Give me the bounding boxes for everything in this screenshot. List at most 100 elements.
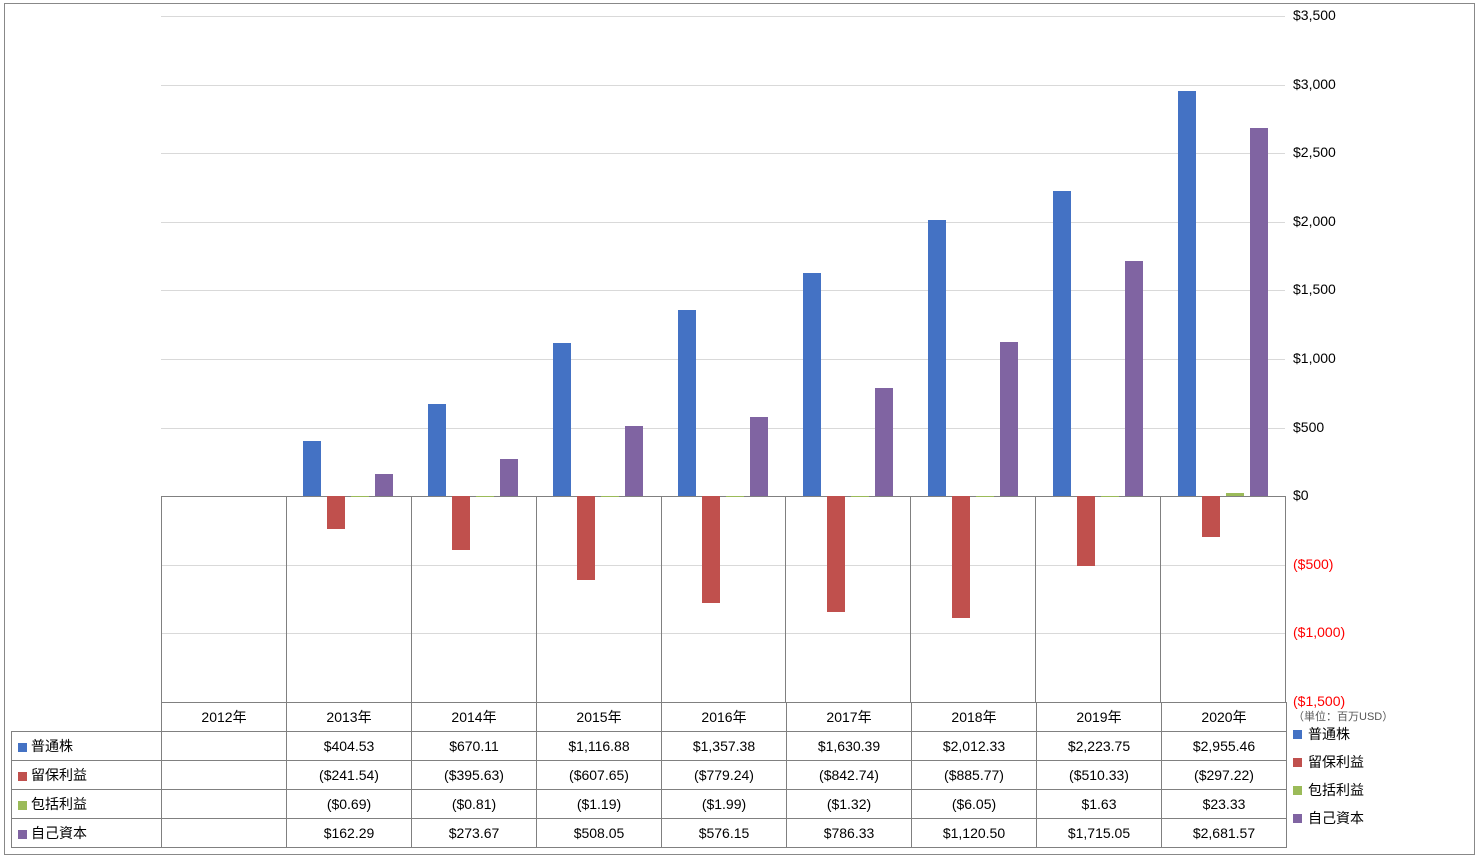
legend-swatch <box>18 801 27 810</box>
y-tick-label: $2,000 <box>1293 213 1336 229</box>
table-cell: ($779.24) <box>662 761 787 790</box>
table-year-header: 2017年 <box>787 703 912 732</box>
legend-label: 自己資本 <box>1308 808 1364 828</box>
table-cell: ($6.05) <box>912 790 1037 819</box>
bar <box>375 474 393 496</box>
table-cell: ($241.54) <box>287 761 412 790</box>
legend-swatch <box>18 772 27 781</box>
table-cell: $1,116.88 <box>537 732 662 761</box>
bar <box>827 496 845 612</box>
bar <box>476 496 494 497</box>
table-corner <box>12 703 162 732</box>
table-cell: ($510.33) <box>1037 761 1162 790</box>
table-cell: ($607.65) <box>537 761 662 790</box>
bar <box>1202 496 1220 537</box>
table-cell: $2,955.46 <box>1162 732 1287 761</box>
table-row: 自己資本$162.29$273.67$508.05$576.15$786.33$… <box>12 819 1287 848</box>
legend-item: 自己資本 <box>1293 808 1364 828</box>
table-cell: $1,630.39 <box>787 732 912 761</box>
table-cell: ($297.22) <box>1162 761 1287 790</box>
legend-swatch <box>18 830 27 839</box>
legend-swatch <box>1293 758 1302 767</box>
legend-label: 留保利益 <box>1308 752 1364 772</box>
y-tick-label: $3,500 <box>1293 7 1336 23</box>
bar <box>1178 91 1196 496</box>
bar <box>452 496 470 550</box>
data-table: 2012年2013年2014年2015年2016年2017年2018年2019年… <box>11 702 1287 848</box>
table-cell: $23.33 <box>1162 790 1287 819</box>
category-divider <box>286 496 287 702</box>
bar <box>851 496 869 497</box>
bar <box>601 496 619 497</box>
gridline <box>161 222 1285 223</box>
gridline <box>161 633 1285 634</box>
table-year-header: 2019年 <box>1037 703 1162 732</box>
category-divider <box>910 496 911 702</box>
legend-swatch <box>1293 786 1302 795</box>
category-divider <box>1160 496 1161 702</box>
series-name: 留保利益 <box>31 767 87 783</box>
table-row: 包括利益($0.69)($0.81)($1.19)($1.99)($1.32)(… <box>12 790 1287 819</box>
gridline <box>161 359 1285 360</box>
bar <box>1226 493 1244 496</box>
table-cell: $1,715.05 <box>1037 819 1162 848</box>
table-cell: $1,120.50 <box>912 819 1037 848</box>
y-tick-label: $1,500 <box>1293 281 1336 297</box>
bar <box>678 310 696 496</box>
table-series-header: 自己資本 <box>12 819 162 848</box>
bar <box>750 417 768 496</box>
table-cell: ($1.19) <box>537 790 662 819</box>
table-cell: $1.63 <box>1037 790 1162 819</box>
legend-item: 包括利益 <box>1293 780 1364 800</box>
table-year-header: 2018年 <box>912 703 1037 732</box>
bar <box>702 496 720 603</box>
table-cell: $508.05 <box>537 819 662 848</box>
table-cell: $670.11 <box>412 732 537 761</box>
bar <box>553 343 571 496</box>
table-year-header: 2012年 <box>162 703 287 732</box>
y-tick-label: $1,000 <box>1293 350 1336 366</box>
bar <box>726 496 744 497</box>
series-name: 自己資本 <box>31 825 87 841</box>
table-cell: ($842.74) <box>787 761 912 790</box>
bar <box>1000 342 1018 496</box>
category-divider <box>536 496 537 702</box>
bar <box>577 496 595 579</box>
table-series-header: 普通株 <box>12 732 162 761</box>
category-divider <box>661 496 662 702</box>
table-cell: ($1.32) <box>787 790 912 819</box>
table-cell: $1,357.38 <box>662 732 787 761</box>
bar <box>625 426 643 496</box>
table-year-header: 2013年 <box>287 703 412 732</box>
table-cell: $576.15 <box>662 819 787 848</box>
bar <box>500 459 518 497</box>
legend-swatch <box>1293 730 1302 739</box>
legend-label: 普通株 <box>1308 724 1350 744</box>
category-divider <box>1285 496 1286 702</box>
unit-label: （単位：百万USD） <box>1293 708 1393 724</box>
y-tick-label: $3,000 <box>1293 76 1336 92</box>
table-cell: ($1.99) <box>662 790 787 819</box>
bar <box>1053 191 1071 496</box>
table-cell <box>162 761 287 790</box>
table-cell: ($395.63) <box>412 761 537 790</box>
category-divider <box>411 496 412 702</box>
y-tick-label: $2,500 <box>1293 144 1336 160</box>
table-year-header: 2020年 <box>1162 703 1287 732</box>
table-cell: $2,681.57 <box>1162 819 1287 848</box>
table-series-header: 留保利益 <box>12 761 162 790</box>
bar <box>928 220 946 496</box>
series-name: 包括利益 <box>31 796 87 812</box>
gridline <box>161 290 1285 291</box>
table-cell: ($0.69) <box>287 790 412 819</box>
gridline <box>161 16 1285 17</box>
plot-area <box>161 16 1285 702</box>
legend-swatch <box>1293 814 1302 823</box>
bar <box>1077 496 1095 566</box>
bar <box>327 496 345 529</box>
table-year-header: 2014年 <box>412 703 537 732</box>
bar <box>428 404 446 496</box>
bar <box>1125 261 1143 496</box>
y-tick-label: $500 <box>1293 419 1324 435</box>
bar <box>976 496 994 497</box>
